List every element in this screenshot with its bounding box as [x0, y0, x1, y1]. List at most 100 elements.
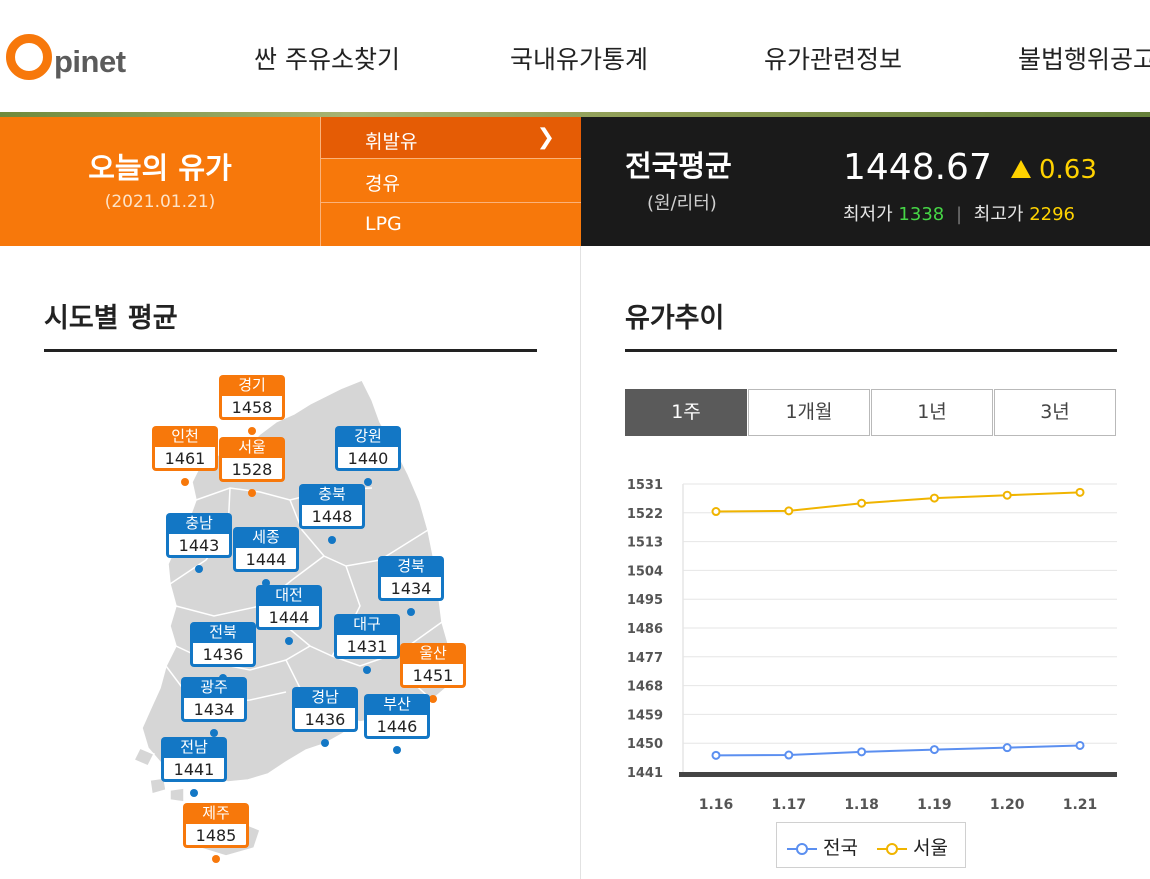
x-tick-label: 1.21: [1063, 797, 1098, 813]
y-tick-label: 1459: [627, 708, 663, 723]
national-price: 1448.67: [843, 147, 992, 188]
region-price: 1444: [256, 606, 322, 630]
data-point: [1002, 743, 1012, 753]
region-label-8[interactable]: 경북 1434: [378, 556, 444, 604]
nav-price-info[interactable]: 유가관련정보: [764, 45, 903, 74]
nav-domestic-stats[interactable]: 국내유가통계: [510, 45, 649, 74]
series-line-1: [715, 744, 1081, 757]
region-price: 1444: [233, 548, 299, 572]
region-label-16[interactable]: 전남 1441: [161, 737, 227, 785]
chevron-right-icon: ❯: [536, 125, 555, 150]
data-point: [784, 750, 794, 760]
region-price: 1436: [292, 708, 358, 732]
x-tick-label: 1.17: [772, 797, 807, 813]
region-name: 세종: [233, 527, 299, 548]
y-tick-label: 1504: [627, 564, 663, 579]
region-label-2[interactable]: 인천 1461: [152, 426, 218, 474]
fuel-gasoline-label: 휘발유: [365, 131, 418, 153]
region-label-12[interactable]: 울산 1451: [400, 643, 466, 691]
region-label-17[interactable]: 제주 1485: [183, 803, 249, 851]
region-marker-dot: [248, 489, 256, 497]
panel-divider: [580, 246, 581, 879]
region-name: 경기: [219, 375, 285, 396]
trend-title: 유가추이: [625, 303, 725, 334]
period-tabs: 1주 1개월 1년 3년: [625, 389, 1116, 436]
region-label-9[interactable]: 대전 1444: [256, 585, 322, 633]
region-marker-dot: [181, 478, 189, 486]
region-name: 경남: [292, 687, 358, 708]
data-point: [1002, 490, 1012, 500]
price-trend-chart: 1441 1450 1459 1468 1477 1486 1495 1504 1513 1522…: [627, 478, 1117, 813]
region-label-14[interactable]: 경남 1436: [292, 687, 358, 735]
header: pinet 싼 주유소찾기 국내유가통계 유가관련정보 불법행위공고: [0, 0, 1150, 114]
region-price: 1434: [378, 577, 444, 601]
region-label-15[interactable]: 부산 1446: [364, 694, 430, 742]
region-marker-dot: [393, 746, 401, 754]
region-label-7[interactable]: 세종 1444: [233, 527, 299, 575]
tab-1-week[interactable]: 1주: [625, 389, 747, 436]
region-price: 1443: [166, 534, 232, 558]
region-name: 대전: [256, 585, 322, 606]
max-value: 2296: [1029, 204, 1076, 225]
tab-1-year[interactable]: 1년: [871, 389, 993, 436]
region-marker-dot: [429, 695, 437, 703]
trend-title-rule: [625, 349, 1117, 352]
region-marker-dot: [285, 637, 293, 645]
data-point: [929, 493, 939, 503]
region-price: 1451: [400, 664, 466, 688]
chart-legend: 전국 서울: [776, 822, 966, 868]
national-min-max: 최저가 1338 | 최고가 2296: [843, 200, 1075, 226]
x-tick-label: 1.16: [699, 797, 734, 813]
y-tick-label: 1441: [627, 766, 663, 781]
region-name: 부산: [364, 694, 430, 715]
data-point: [784, 506, 794, 516]
region-price: 1440: [335, 447, 401, 471]
region-label-6[interactable]: 충남 1443: [166, 513, 232, 561]
fuel-lpg-label: LPG: [365, 213, 402, 235]
national-change: 0.63: [1039, 155, 1097, 185]
region-label-11[interactable]: 대구 1431: [334, 614, 400, 662]
region-marker-dot: [210, 729, 218, 737]
region-label-5[interactable]: 충북 1448: [299, 484, 365, 532]
tab-1-month[interactable]: 1개월: [748, 389, 870, 436]
data-point: [1075, 487, 1085, 497]
up-triangle-icon: [1011, 160, 1031, 178]
legend-marker-seoul: [877, 842, 907, 856]
region-marker-dot: [195, 565, 203, 573]
legend-item-national[interactable]: 전국: [787, 833, 858, 860]
tab-3-years[interactable]: 3년: [994, 389, 1116, 436]
data-point: [857, 498, 867, 508]
region-label-10[interactable]: 전북 1436: [190, 622, 256, 670]
logo-o-mark: [6, 34, 52, 80]
nav-illegal-notice[interactable]: 불법행위공고: [1018, 45, 1150, 74]
regional-title: 시도별 평균: [44, 303, 178, 334]
region-label-4[interactable]: 강원 1440: [335, 426, 401, 474]
region-price: 1434: [181, 698, 247, 722]
region-label-1[interactable]: 경기 1458: [219, 375, 285, 423]
region-price: 1461: [152, 447, 218, 471]
region-marker-dot: [212, 855, 220, 863]
data-point: [857, 747, 867, 757]
fuel-diesel[interactable]: 경유: [320, 159, 581, 203]
nav-cheap-station[interactable]: 싼 주유소찾기: [254, 45, 400, 74]
region-price: 1431: [334, 635, 400, 659]
region-price: 1441: [161, 758, 227, 782]
y-tick-label: 1450: [627, 737, 663, 752]
map-land-islet3: [169, 787, 185, 803]
max-label: 최고가: [973, 204, 1024, 225]
y-tick-label: 1522: [627, 507, 663, 522]
fuel-lpg[interactable]: LPG: [320, 203, 581, 246]
y-tick-label: 1486: [627, 622, 663, 637]
fuel-gasoline[interactable]: 휘발유 ❯: [320, 117, 581, 159]
today-title: 오늘의 유가: [88, 151, 232, 185]
region-name: 경북: [378, 556, 444, 577]
today-date: (2021.01.21): [104, 192, 216, 212]
region-name: 충북: [299, 484, 365, 505]
region-label-13[interactable]: 광주 1434: [181, 677, 247, 725]
region-name: 광주: [181, 677, 247, 698]
region-label-3[interactable]: 서울 1528: [219, 437, 285, 485]
y-tick-label: 1477: [627, 651, 663, 666]
y-tick-label: 1468: [627, 680, 663, 695]
legend-item-seoul[interactable]: 서울: [877, 833, 948, 860]
region-marker-dot: [364, 478, 372, 486]
